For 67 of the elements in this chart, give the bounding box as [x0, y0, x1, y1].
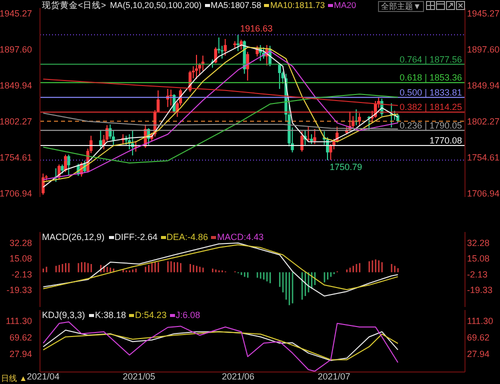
y-tick-label: 1897.60 [0, 44, 32, 54]
candlestick [236, 34, 240, 52]
legend-label: MA5:1807.58 [210, 0, 262, 11]
y-tick-label: 1802.27 [0, 116, 32, 126]
y2-tick-label: 69.62 [467, 332, 490, 343]
annotation: 1916.63 [240, 24, 273, 34]
candlestick [300, 130, 304, 152]
y-tick-label: -19.33 [6, 285, 32, 296]
y-tick-label: 1754.61 [0, 152, 32, 162]
legend-label: K:38.18 [94, 310, 126, 321]
y-tick-label: 1706.94 [0, 188, 32, 198]
chart-title: 现货黄金<日线> [42, 0, 106, 11]
legend-label: J:6.08 [174, 310, 200, 321]
y-tick-label: 69.62 [9, 332, 32, 343]
line-series [42, 242, 398, 297]
candlestick [306, 126, 310, 142]
candlestick [224, 38, 227, 56]
candlestick [64, 154, 67, 173]
candlestick [278, 63, 282, 90]
y-tick-label: 32.28 [9, 238, 32, 248]
chart-title: KDJ(9,3,3) [42, 310, 86, 321]
y2-tick-label: 1706.94 [467, 188, 500, 198]
candlestick [352, 116, 355, 129]
candlestick [60, 164, 64, 174]
annotation: 全部主题▼ [378, 1, 424, 12]
y2-tick-label: 32.28 [467, 238, 490, 248]
y2-tick-label: 15.08 [467, 254, 490, 264]
y-tick-label: 27.94 [9, 349, 32, 360]
y2-tick-label: 1945.27 [467, 8, 500, 18]
legend-label: DIFF:-2.64 [114, 232, 158, 243]
legend-label: MA20 [332, 0, 356, 11]
text: 日线 ▲ [1, 374, 28, 384]
candlestick [358, 112, 361, 126]
legend-label: MACD:4.43 [216, 232, 264, 243]
y-tick-label: 15.08 [9, 254, 32, 264]
y2-tick-label: 1897.60 [467, 44, 500, 54]
annotation: 1750.79 [330, 162, 362, 172]
candlestick [169, 89, 172, 106]
ref-line-label: 0.382 | 1814.25 [400, 102, 462, 112]
y-tick-label: 1945.27 [0, 8, 32, 18]
ref-line-label: 1770.08 [429, 136, 462, 146]
candlestick [313, 128, 316, 145]
legend-label: D:54.23 [134, 310, 167, 321]
y2-tick-label: 1802.27 [467, 116, 500, 126]
candlestick [67, 154, 70, 176]
x-tick-label: 2021/04 [26, 371, 60, 382]
line-series [42, 321, 398, 372]
y2-tick-label: 111.30 [467, 316, 494, 326]
line-series [42, 78, 398, 106]
line-series [42, 244, 398, 290]
chart-title: MACD(26,12,9) [42, 232, 105, 243]
y2-tick-label: 1849.94 [467, 80, 500, 90]
legend-label: MA10:1811.73 [269, 0, 325, 11]
y2-tick-label: 27.94 [467, 349, 490, 360]
legend-label: DEA:-4.86 [166, 232, 208, 243]
legend-title: MA(5,10,20,50,100,200) [110, 0, 202, 11]
ref-line-label: 0.618 | 1853.36 [400, 72, 462, 83]
y-tick-label: 111.30 [6, 316, 32, 326]
x-tick-label: 2021/06 [222, 371, 254, 382]
y2-tick-label: -2.13 [467, 269, 488, 280]
y2-tick-label: -19.33 [467, 285, 493, 296]
line-series [42, 112, 398, 130]
y-tick-label: 1849.94 [0, 80, 32, 90]
y-tick-label: -2.13 [11, 269, 32, 280]
x-tick-label: 2021/05 [122, 371, 156, 382]
x-tick-label: 2021/07 [318, 371, 350, 382]
y2-tick-label: 1754.61 [467, 152, 500, 162]
